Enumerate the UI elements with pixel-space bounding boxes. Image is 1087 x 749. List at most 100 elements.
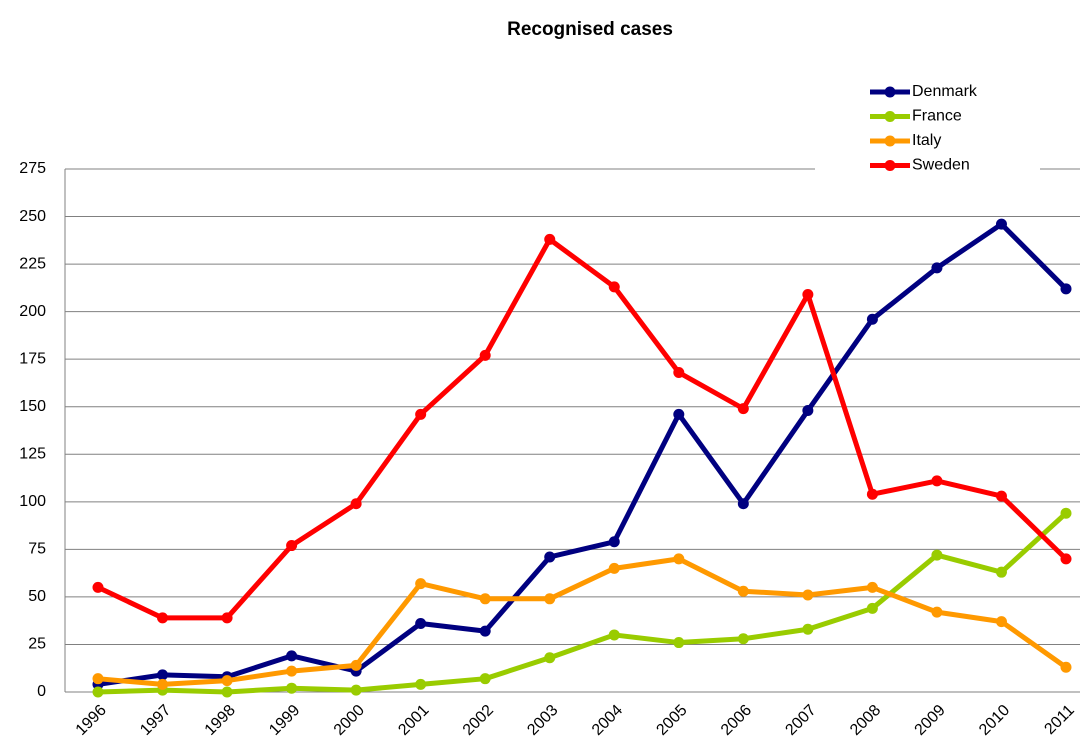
- data-point: [608, 629, 620, 641]
- data-point: [931, 549, 943, 561]
- x-tick-label: 2001: [395, 702, 432, 739]
- x-tick-label: 2000: [331, 702, 368, 739]
- y-tick-label: 100: [19, 493, 46, 510]
- data-point: [866, 602, 878, 614]
- x-tick-label: 1997: [137, 702, 174, 739]
- data-point: [157, 678, 169, 690]
- legend-label: Sweden: [912, 157, 970, 174]
- data-point: [415, 618, 427, 630]
- legend-label: Italy: [912, 132, 941, 149]
- y-tick-label: 75: [28, 541, 46, 558]
- x-tick-label: 2005: [653, 702, 690, 739]
- y-tick-label: 125: [19, 445, 46, 462]
- data-point: [737, 585, 749, 597]
- x-tick-label: 2011: [1041, 702, 1077, 738]
- data-point: [673, 408, 685, 420]
- data-point: [931, 606, 943, 618]
- data-point: [1060, 661, 1072, 673]
- data-point: [544, 593, 556, 605]
- data-point: [608, 281, 620, 293]
- data-point: [92, 686, 104, 698]
- data-point: [157, 669, 169, 681]
- series-line: [97, 511, 1068, 695]
- data-point: [221, 675, 233, 687]
- y-tick-label: 25: [28, 636, 46, 653]
- data-point: [92, 673, 104, 685]
- data-point: [1060, 507, 1072, 519]
- data-point: [415, 578, 427, 590]
- data-point: [737, 498, 749, 510]
- data-point: [995, 490, 1007, 502]
- data-point: [673, 366, 685, 378]
- x-tick-label: 2008: [847, 702, 884, 739]
- data-point: [92, 581, 104, 593]
- data-point: [415, 678, 427, 690]
- data-point: [673, 637, 685, 649]
- data-point: [673, 553, 685, 565]
- data-point: [479, 349, 491, 361]
- data-point: [544, 652, 556, 664]
- y-tick-label: 150: [19, 398, 46, 415]
- data-point: [286, 682, 298, 694]
- legend-marker: [884, 86, 896, 98]
- y-tick-label: 50: [28, 588, 46, 605]
- x-tick-label: 2010: [976, 702, 1013, 739]
- series-line: [96, 236, 1068, 621]
- x-tick-label: 1999: [266, 702, 303, 739]
- data-point: [479, 593, 491, 605]
- x-tick-label: 1996: [73, 702, 110, 739]
- data-point: [802, 405, 814, 417]
- data-point: [608, 562, 620, 574]
- data-point: [479, 625, 491, 637]
- data-point: [737, 633, 749, 645]
- y-tick-label: 225: [19, 255, 46, 272]
- data-point: [415, 408, 427, 420]
- chart-title: Recognised cases: [507, 19, 673, 40]
- y-tick-label: 175: [19, 350, 46, 367]
- data-point: [350, 498, 362, 510]
- series-line: [97, 556, 1068, 687]
- legend-box: [815, 80, 1040, 180]
- data-point: [1060, 283, 1072, 295]
- data-point: [608, 536, 620, 548]
- data-point: [286, 540, 298, 552]
- data-point: [802, 589, 814, 601]
- data-point: [479, 673, 491, 685]
- legend-marker: [884, 135, 896, 147]
- y-tick-label: 200: [19, 303, 46, 320]
- data-point: [995, 218, 1007, 230]
- data-point: [995, 616, 1007, 628]
- data-point: [995, 566, 1007, 578]
- legend-marker: [884, 111, 896, 122]
- data-point: [866, 581, 878, 593]
- x-tick-label: 2006: [718, 702, 755, 739]
- x-tick-label: 2007: [782, 702, 819, 739]
- legend-label: France: [912, 108, 962, 125]
- series-line: [97, 221, 1068, 687]
- data-point: [1060, 553, 1072, 565]
- data-point: [866, 488, 878, 500]
- data-point: [802, 623, 814, 635]
- x-tick-label: 2003: [524, 702, 561, 739]
- legend-marker: [884, 160, 896, 171]
- data-point: [286, 665, 298, 677]
- x-tick-label: 1998: [202, 702, 239, 739]
- data-point: [737, 403, 749, 415]
- data-point: [286, 650, 298, 662]
- data-point: [350, 659, 362, 671]
- x-tick-label: 2002: [460, 702, 497, 739]
- data-point: [544, 233, 556, 245]
- data-point: [157, 612, 169, 624]
- legend-label: Denmark: [912, 83, 978, 100]
- y-tick-label: 250: [19, 208, 46, 225]
- data-point: [931, 262, 943, 274]
- y-tick-label: 0: [37, 683, 46, 700]
- data-point: [350, 684, 362, 696]
- x-tick-label: 2009: [912, 702, 949, 739]
- data-point: [544, 551, 556, 563]
- data-point: [931, 475, 943, 487]
- y-tick-label: 275: [19, 160, 46, 177]
- data-point: [866, 313, 878, 325]
- data-point: [221, 612, 233, 624]
